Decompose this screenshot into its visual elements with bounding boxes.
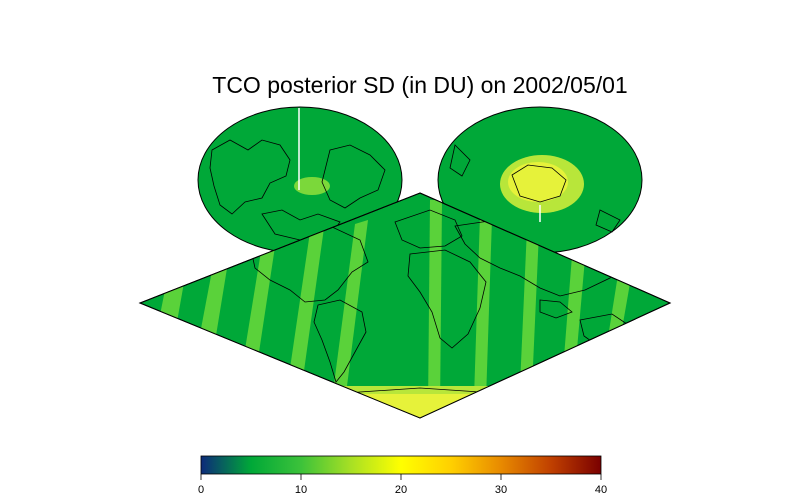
map-panel (138, 106, 672, 419)
colorbar-ticks: 0 10 20 30 40 (198, 474, 607, 496)
colorbar-tick-label: 10 (295, 484, 307, 496)
colorbar-tick-label: 0 (198, 484, 204, 496)
colorbar-ramp (200, 455, 602, 475)
colorbar: 0 10 20 30 40 (198, 455, 607, 496)
north-coastline (209, 139, 291, 215)
south-polar-map (437, 106, 643, 254)
antarctica-coastline (511, 164, 567, 203)
north-polar-map (197, 106, 403, 254)
map-title: TCO posterior SD (in DU) on 2002/05/01 (212, 72, 628, 98)
south-pole-high-sd (508, 162, 568, 202)
north-coastline (321, 144, 386, 209)
north-pole-high-sd (294, 177, 330, 195)
north-coastline (261, 209, 341, 241)
colorbar-tick-label: 20 (395, 484, 407, 496)
colorbar-tick-label: 30 (495, 484, 507, 496)
south-coastline (449, 144, 621, 233)
colorbar-tick-label: 40 (595, 484, 607, 496)
